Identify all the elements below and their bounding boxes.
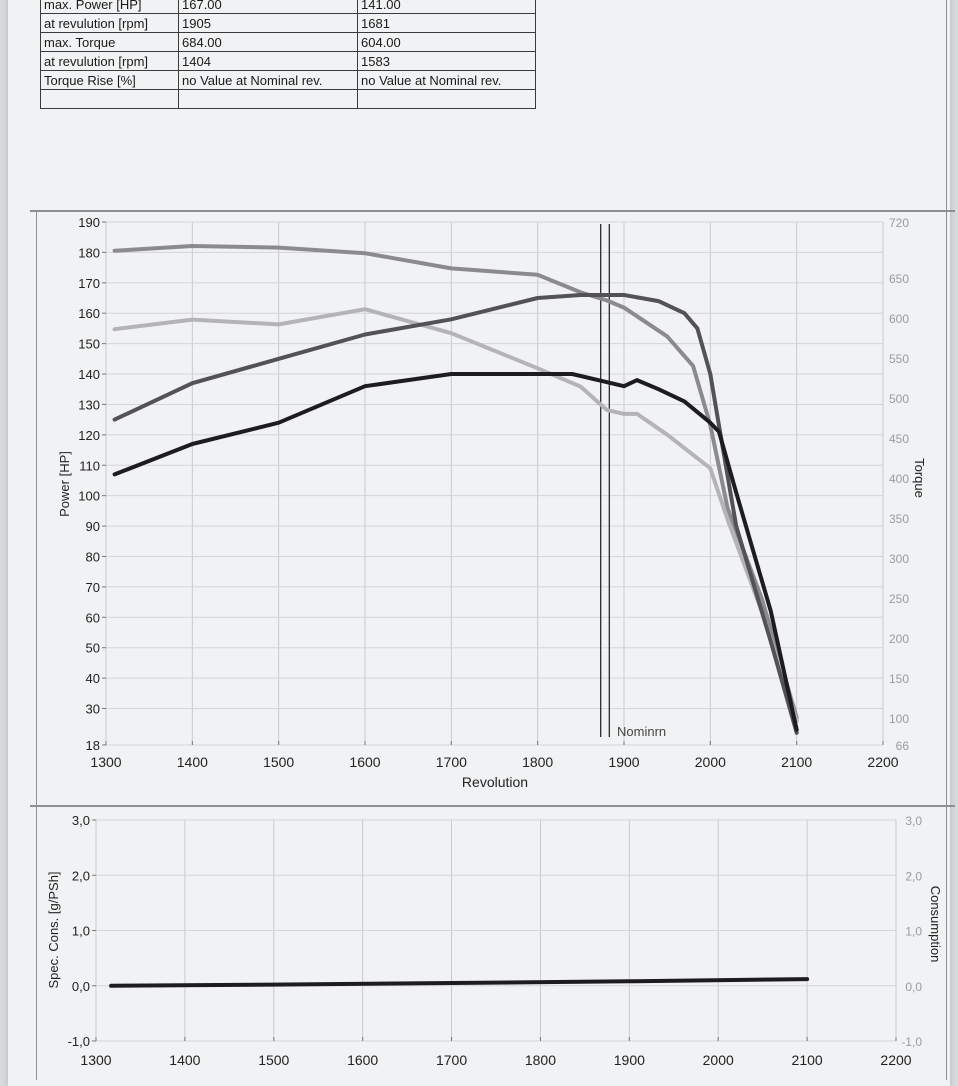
x-axis-label: Revolution [462,774,528,790]
y-tick-label: 120 [78,428,100,443]
x-tick-label: 1400 [169,1052,200,1068]
x-tick-label: 1500 [258,1052,289,1068]
y-tick-label: 2,0 [72,868,90,883]
y-tick-label: -1,0 [68,1034,90,1049]
x-tick-label: 1400 [177,754,208,770]
y2-tick-label: 100 [889,712,909,726]
y2-tick-label: 66 [896,739,910,753]
frame-rule-right [946,0,947,1080]
y-tick-label: 80 [86,549,100,564]
y2-tick-label: 400 [889,472,909,486]
y2-tick-label: 2,0 [905,869,922,883]
section-divider [30,210,955,212]
y-tick-label: 150 [78,337,100,352]
series-line [112,244,799,720]
y2-tick-label: 3,0 [905,814,922,828]
table-row-empty [40,89,536,109]
x-tick-label: 1500 [263,754,294,770]
y-tick-label: 30 [86,702,100,717]
paper-sheet [8,0,950,1086]
y-tick-label: 1,0 [72,924,90,939]
y2-tick-label: 550 [889,352,909,366]
y-tick-label: 140 [78,367,100,382]
power-torque-chart: 18 30 40 50 60 70 80 90 100 110 120 130 140 150 160 170… [57,215,927,790]
y2-tick-label: 600 [889,312,909,326]
y2-tick-label: 500 [889,392,909,406]
y2-tick-label: 0,0 [905,980,922,994]
y2-tick-label: 650 [889,272,909,286]
y-tick-label: 180 [78,245,100,260]
y-tick-label: 40 [86,671,100,686]
summary-table: max. Power [HP] 167.00 141.00 at revulut… [40,0,536,109]
y2-tick-label: -1,0 [901,1035,922,1049]
y-axis-label: Spec. Cons. [g/PSh] [46,871,61,988]
y-tick-label: 90 [86,519,100,534]
x-tick-label: 2200 [880,1052,911,1068]
table-row: max. Power [HP] 167.00 141.00 [40,0,536,14]
table-row: max. Torque 684.00 604.00 [40,32,536,52]
x-tick-label: 1300 [90,754,121,770]
x-tick-label: 2000 [703,1052,734,1068]
x-tick-label: 1800 [522,754,553,770]
consumption-chart: -1,0 0,0 1,0 2,0 3,0 -1,0 0,0 1,0 2,0 3,0 1300 14… [46,813,943,1068]
series-line [112,307,799,723]
y-tick-label: 160 [78,306,100,321]
y-tick-label: 70 [86,580,100,595]
y-tick-label: 170 [78,276,100,291]
y2-axis-label: Torque [912,458,927,498]
x-tick-label: 2100 [781,754,812,770]
series-line [112,293,799,735]
y2-tick-label: 150 [889,672,909,686]
x-tick-label: 1900 [608,754,639,770]
frame-rule-left [36,210,37,1080]
y2-tick-label: 350 [889,512,909,526]
x-tick-label: 1600 [347,1052,378,1068]
y-axis-label: Power [HP] [57,451,72,517]
table-row: Torque Rise [%] no Value at Nominal rev.… [40,70,536,90]
y2-tick-label: 200 [889,632,909,646]
y-tick-label: 18 [86,738,100,753]
y-tick-label: 3,0 [72,813,90,828]
x-tick-label: 1700 [436,1052,467,1068]
series-line [112,372,799,732]
y2-tick-label: 300 [889,552,909,566]
x-tick-label: 2200 [867,754,898,770]
table-cell [357,89,536,109]
y2-axis-label: Consumption [928,886,943,963]
table-cell: 1681 [357,13,536,33]
x-tick-label: 2100 [792,1052,823,1068]
y-tick-label: 0,0 [72,979,90,994]
x-tick-label: 1600 [349,754,380,770]
y-tick-label: 60 [86,610,100,625]
y-tick-label: 110 [79,458,100,473]
y-tick-label: 130 [78,397,100,412]
y2-tick-label: 1,0 [905,925,922,939]
x-tick-label: 2000 [695,754,726,770]
y-tick-label: 190 [78,215,100,230]
y2-tick-label: 720 [889,216,909,230]
y2-tick-label: 250 [889,592,909,606]
y-tick-label: 100 [78,489,100,504]
x-tick-label: 1900 [614,1052,645,1068]
table-cell: 604.00 [357,32,536,52]
x-tick-label: 1800 [525,1052,556,1068]
section-divider [30,805,955,807]
table-cell: Torque Rise [%] [40,70,179,90]
x-tick-label: 1300 [80,1052,111,1068]
series-line [109,977,810,988]
x-tick-label: 1700 [436,754,467,770]
y2-tick-label: 450 [889,432,909,446]
nominal-label: Nominrn [617,724,666,739]
table-cell: 1583 [357,51,536,71]
y-tick-label: 50 [86,641,100,656]
